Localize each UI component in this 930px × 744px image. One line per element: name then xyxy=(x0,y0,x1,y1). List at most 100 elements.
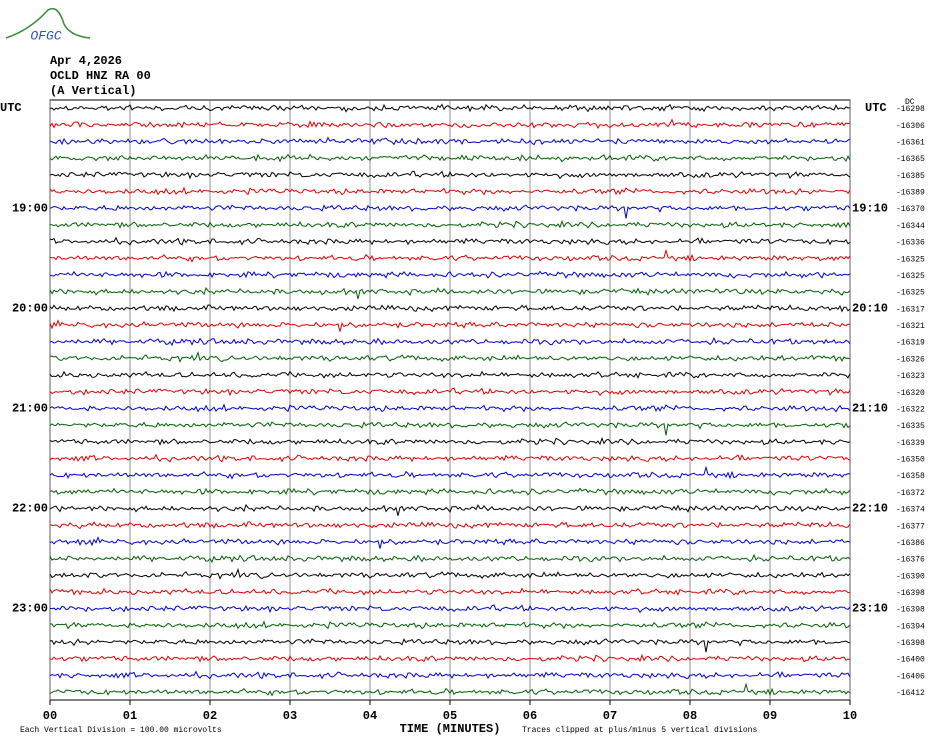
trace xyxy=(49,204,851,219)
right-time-label: 22:10 xyxy=(852,502,888,516)
dc-offset: -16385 xyxy=(896,172,925,181)
trace xyxy=(49,587,851,596)
right-time-label: 19:10 xyxy=(852,201,888,215)
x-tick-label: 02 xyxy=(203,709,217,723)
logo-text: OFGC xyxy=(30,28,61,43)
trace xyxy=(49,219,851,229)
left-time-label: 21:00 xyxy=(12,402,48,416)
header-date: Apr 4,2026 xyxy=(50,54,122,68)
dc-offset: -16377 xyxy=(896,522,925,531)
dc-offset: -16365 xyxy=(896,155,925,164)
x-tick-label: 03 xyxy=(283,709,297,723)
trace xyxy=(49,350,851,363)
dc-offset: -16386 xyxy=(896,539,925,548)
dc-offset: -16350 xyxy=(896,456,925,465)
trace xyxy=(49,370,851,379)
dc-offset: -16335 xyxy=(896,422,925,431)
trace xyxy=(49,136,851,146)
trace xyxy=(49,521,851,530)
dc-offset: -16394 xyxy=(896,622,925,631)
footer-clip: Traces clipped at plus/minus 5 vertical … xyxy=(522,726,757,735)
trace xyxy=(49,682,851,697)
x-tick-label: 01 xyxy=(123,709,137,723)
trace xyxy=(49,436,851,446)
trace xyxy=(49,186,851,196)
trace xyxy=(49,304,851,313)
dc-offset: -16344 xyxy=(896,222,925,231)
dc-offset: -16389 xyxy=(896,189,925,198)
right-time-label: 23:10 xyxy=(852,602,888,616)
dc-offset: -16322 xyxy=(896,405,925,414)
dc-offset: -16325 xyxy=(896,255,925,264)
dc-offset: -16398 xyxy=(896,639,925,648)
trace xyxy=(49,236,851,246)
trace xyxy=(49,118,851,130)
right-time-label: UTC xyxy=(865,101,887,115)
header-component: (A Vertical) xyxy=(50,84,136,98)
dc-offset: -16406 xyxy=(896,672,925,681)
trace xyxy=(49,553,851,564)
trace xyxy=(49,487,851,496)
left-time-label: 23:00 xyxy=(12,602,48,616)
dc-offset: -16400 xyxy=(896,656,925,665)
left-time-label: 20:00 xyxy=(12,301,48,315)
dc-offset: -16398 xyxy=(896,589,925,598)
dc-offset: -16398 xyxy=(896,606,925,615)
dc-offset: -16376 xyxy=(896,556,925,565)
trace xyxy=(49,319,851,332)
x-tick-label: 04 xyxy=(363,709,377,723)
trace xyxy=(49,620,851,630)
trace xyxy=(49,336,851,347)
trace xyxy=(49,536,851,549)
left-time-label: 22:00 xyxy=(12,502,48,516)
dc-offset: -16390 xyxy=(896,572,925,581)
trace xyxy=(49,465,851,480)
dc-offset: -16325 xyxy=(896,289,925,298)
dc-offset: -16372 xyxy=(896,489,925,498)
dc-offset: -16323 xyxy=(896,372,925,381)
dc-offset: -16319 xyxy=(896,339,925,348)
right-time-label: 21:10 xyxy=(852,402,888,416)
x-tick-label: 07 xyxy=(603,709,617,723)
x-axis-label: TIME (MINUTES) xyxy=(400,722,501,736)
x-tick-label: 00 xyxy=(43,709,57,723)
footer-scale: Each Vertical Division = 100.00 microvol… xyxy=(20,726,222,735)
dc-offset: -16370 xyxy=(896,205,925,214)
x-tick-label: 09 xyxy=(763,709,777,723)
dc-offset: -16326 xyxy=(896,355,925,364)
trace xyxy=(49,153,851,163)
trace xyxy=(49,604,851,614)
left-time-label: 19:00 xyxy=(12,201,48,215)
dc-offset: -16358 xyxy=(896,472,925,481)
trace xyxy=(49,638,851,653)
dc-offset: -16361 xyxy=(896,138,925,147)
dc-offset: -16298 xyxy=(896,105,925,114)
logo-curve xyxy=(5,7,91,39)
trace xyxy=(49,248,851,263)
trace xyxy=(49,670,851,680)
dc-offset: -16339 xyxy=(896,439,925,448)
dc-offset: -16412 xyxy=(896,689,925,698)
trace xyxy=(49,103,851,113)
trace xyxy=(49,170,851,180)
dc-offset: -16306 xyxy=(896,122,925,131)
trace xyxy=(49,453,851,463)
dc-offset: -16321 xyxy=(896,322,925,331)
x-tick-label: 10 xyxy=(843,709,857,723)
dc-offset: -16325 xyxy=(896,272,925,281)
x-tick-label: 08 xyxy=(683,709,697,723)
header-station: OCLD HNZ RA 00 xyxy=(50,69,151,83)
dc-offset: -16320 xyxy=(896,389,925,398)
trace xyxy=(49,567,851,580)
trace xyxy=(49,503,851,516)
trace xyxy=(49,403,851,413)
trace xyxy=(49,286,851,300)
left-time-label: UTC xyxy=(0,101,22,115)
x-tick-label: 05 xyxy=(443,709,457,723)
trace xyxy=(49,270,851,279)
dc-label: DC xyxy=(905,98,915,107)
dc-offset: -16317 xyxy=(896,305,925,314)
dc-offset: -16336 xyxy=(896,239,925,248)
right-time-label: 20:10 xyxy=(852,301,888,315)
